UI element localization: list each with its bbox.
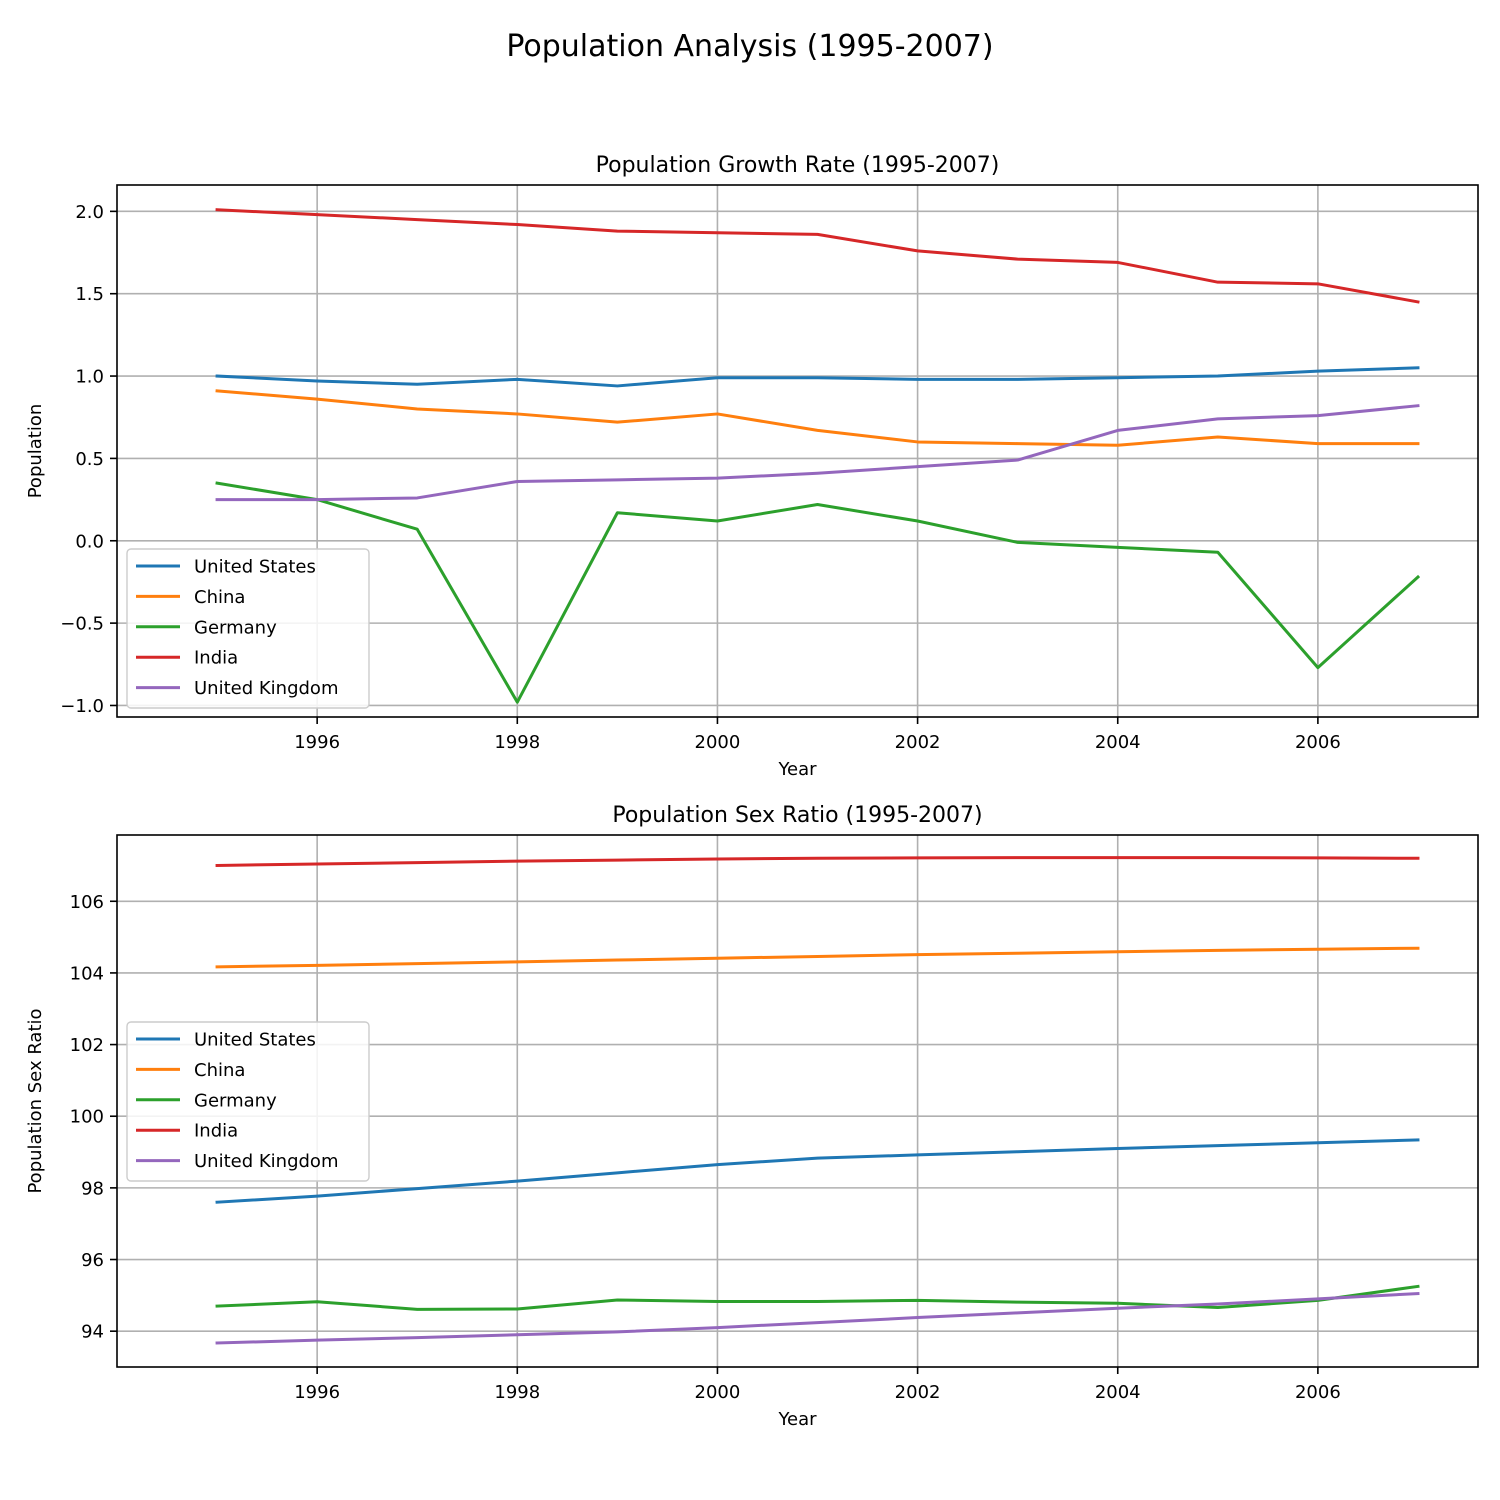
chart1-legend: United States China Germany India United Kin…: [126, 1021, 370, 1182]
chart1-ytick-label-1: 104: [70, 963, 104, 984]
chart0-xtick-label-2004: 2004: [1095, 732, 1141, 753]
chart0-ytick-label-5: −0.5: [60, 614, 104, 635]
chart1-legend-label-india: India: [194, 1121, 238, 1142]
chart0-ytick-label-4: 0.0: [75, 531, 104, 552]
chart0-ytick-label-1: 1.5: [75, 284, 104, 305]
chart1-series-united-states: [215, 1138, 1420, 1204]
chart1-ytick-label-5: 96: [81, 1250, 104, 1271]
chart0-xtick-label-2002: 2002: [895, 732, 941, 753]
sex-ratio-chart: 1996 1998 2000 2002 2004 2006 106 104 102 100 98 96…: [25, 803, 1479, 1430]
chart0-legend-label-united-states: United States: [194, 557, 316, 578]
figure-title: Population Analysis (1995-2007): [506, 29, 993, 64]
chart0-legend-label-india: India: [194, 648, 238, 669]
chart0-xtick-label-1996: 1996: [294, 732, 340, 753]
chart1-series-china: [215, 946, 1420, 969]
chart1-legend-box: [126, 1021, 370, 1182]
chart0-ytick-label-0: 2.0: [75, 202, 104, 223]
chart1-ytick-label-3: 100: [70, 1107, 104, 1128]
chart0-xlabel: Year: [777, 759, 817, 780]
chart1-xtick-label-2000: 2000: [695, 1382, 741, 1403]
chart0-legend: United States China Germany India United Kin…: [126, 548, 370, 709]
chart1-legend-label-china: China: [194, 1060, 245, 1081]
chart1-ytick-label-6: 94: [81, 1322, 104, 1343]
chart0-series-germany: [215, 481, 1421, 704]
chart0-frame: [116, 184, 1479, 718]
chart0-ytick-label-6: −1.0: [60, 696, 104, 717]
chart0-title: Population Growth Rate (1995-2007): [596, 153, 1000, 178]
chart1-xtick-label-2004: 2004: [1095, 1382, 1141, 1403]
chart0-xtick-label-2006: 2006: [1295, 732, 1341, 753]
chart0-legend-label-germany: Germany: [194, 617, 277, 638]
chart1-frame: [116, 834, 1479, 1368]
chart1-legend-label-united-states: United States: [194, 1030, 316, 1051]
chart1-series-united-kingdom: [215, 1291, 1420, 1345]
chart1-series-india: [215, 856, 1420, 867]
chart0-ylabel: Population: [25, 404, 46, 499]
chart1-legend-label-united-kingdom: United Kingdom: [194, 1151, 338, 1172]
chart1-xlabel: Year: [777, 1409, 817, 1430]
chart1-legend-label-germany: Germany: [194, 1090, 277, 1111]
chart0-series-india: [215, 208, 1420, 304]
growth-rate-chart: 1996 1998 2000 2002 2004 2006 2.0 1.5 1.0 0.5 0.0 −…: [25, 153, 1479, 780]
chart1-xtick-label-2006: 2006: [1295, 1382, 1341, 1403]
chart1-ylabel: Population Sex Ratio: [25, 1008, 46, 1193]
chart0-xtick-label-1998: 1998: [494, 732, 540, 753]
chart0-legend-box: [126, 548, 370, 709]
chart0-ytick-label-2: 1.0: [75, 367, 104, 388]
chart0-legend-label-united-kingdom: United Kingdom: [194, 678, 338, 699]
chart1-ytick-label-2: 102: [70, 1035, 104, 1056]
chart1-xtick-label-1996: 1996: [294, 1382, 340, 1403]
chart0-ytick-label-3: 0.5: [75, 449, 104, 470]
chart0-series-united-states: [215, 366, 1420, 388]
chart1-xtick-label-1998: 1998: [494, 1382, 540, 1403]
chart0-legend-label-china: China: [194, 587, 245, 608]
chart0-series-china: [215, 389, 1420, 447]
chart1-series-germany: [215, 1284, 1420, 1311]
chart1-xtick-label-2002: 2002: [895, 1382, 941, 1403]
chart1-ytick-label-0: 106: [70, 892, 104, 913]
chart0-xtick-label-2000: 2000: [695, 732, 741, 753]
chart0-series-united-kingdom: [215, 404, 1420, 502]
chart1-title: Population Sex Ratio (1995-2007): [612, 803, 982, 828]
chart1-ytick-label-4: 98: [81, 1178, 104, 1199]
